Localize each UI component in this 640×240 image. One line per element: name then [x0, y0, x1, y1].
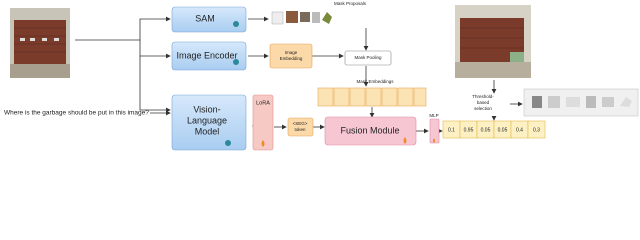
- question: Where is the garbage should be put in th…: [4, 110, 149, 117]
- sam-box: [171, 6, 247, 33]
- vlm-label: Language: [187, 115, 227, 125]
- seg-token-box: [287, 117, 314, 137]
- seg-token-label: token: [294, 127, 306, 132]
- threshold-label: selection: [474, 106, 492, 111]
- vlm-label: Model: [195, 126, 220, 136]
- input-image: [10, 8, 70, 78]
- score-box: [527, 120, 546, 139]
- trainable-icon: [261, 140, 265, 147]
- mask-pooling-label: Mask Pooling: [354, 55, 382, 60]
- output-image: [455, 5, 531, 78]
- connectors: [75, 16, 523, 134]
- mask-embeddings-label: Mask Embeddings: [356, 79, 394, 84]
- mask-pooling-box: [344, 50, 392, 66]
- encoder-box: [171, 41, 247, 71]
- threshold-label: based: [477, 100, 490, 105]
- image-embedding-label: Embedding: [280, 56, 303, 61]
- mlp-label: MLP: [429, 113, 438, 118]
- lora-label: LoRA: [256, 100, 270, 106]
- score-value: 0.1: [448, 127, 455, 133]
- selected-masks: [523, 88, 639, 117]
- score-value: 0.3: [533, 127, 540, 133]
- trainable-icon: [403, 137, 407, 144]
- image-embedding-label: Image: [285, 50, 298, 55]
- sam-label: SAM: [195, 13, 215, 23]
- image-embedding-box: [269, 43, 313, 69]
- seg-token-label: <SEG>: [293, 121, 308, 126]
- score-value: 0.05: [481, 127, 491, 133]
- threshold-label: Threshold-: [472, 94, 494, 99]
- diagram: Where is the garbage should be put in th…: [4, 1, 639, 151]
- mask-proposals: [271, 11, 332, 25]
- trainable-icon: [433, 138, 435, 143]
- encoder-label: Image Encoder: [176, 50, 237, 60]
- score-value: 0.4: [516, 127, 523, 133]
- mask-embeddings: [317, 87, 427, 107]
- lora-box: [252, 94, 274, 151]
- fusion-label: Fusion Module: [340, 125, 399, 135]
- frozen-icons: [225, 21, 239, 146]
- scores: 0.1 0.95 0.05 0.05 0.4 0.3: [442, 120, 546, 139]
- fusion-box: [324, 116, 417, 146]
- score-value: 0.05: [498, 127, 508, 133]
- vlm-label: Vision-: [193, 104, 220, 114]
- score-value: 0.95: [464, 127, 474, 133]
- vlm-box: [171, 94, 247, 151]
- mask-proposals-label: Mask Proposals: [334, 1, 367, 6]
- mlp-box: [429, 118, 440, 144]
